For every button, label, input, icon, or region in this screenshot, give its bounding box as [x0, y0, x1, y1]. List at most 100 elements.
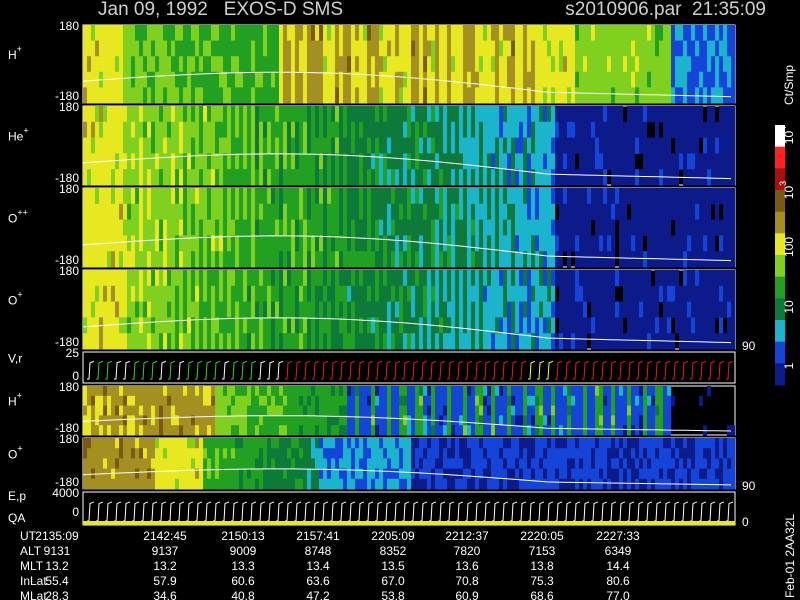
- spectrogram-cell: [331, 458, 335, 470]
- trace-mark: [555, 360, 563, 380]
- spectrogram-cell: [595, 106, 599, 123]
- spectrogram-cell: [539, 137, 543, 154]
- spectrogram-cell: [595, 219, 599, 236]
- spectrogram-cell: [627, 25, 631, 42]
- spectrogram-cell: [191, 153, 195, 170]
- spectrogram-cell: [271, 106, 275, 123]
- spectrogram-cell: [391, 285, 395, 303]
- spectrogram-cell: [635, 25, 639, 42]
- spectrogram-cell: [495, 468, 499, 480]
- spectrogram-cell: [207, 478, 211, 490]
- spectrogram-cell: [471, 169, 475, 186]
- spectrogram-cell: [707, 40, 711, 57]
- spectrogram-cell: [103, 405, 107, 416]
- spectrogram-cell: [671, 448, 675, 459]
- spectrogram-cell: [171, 25, 175, 42]
- spectrogram-cell: [207, 438, 211, 449]
- spectrogram-cell: [247, 56, 251, 73]
- spectrogram-cell: [559, 251, 563, 268]
- spectrogram-cell: [483, 333, 487, 350]
- spectrogram-cell: [683, 40, 687, 57]
- spectrogram-cell: [119, 106, 123, 123]
- spectrogram-cell: [163, 169, 167, 186]
- spectrogram-cell: [607, 106, 611, 123]
- spectrogram-cell: [147, 301, 151, 318]
- spectrogram-cell: [619, 415, 623, 426]
- spectrogram-cell: [291, 25, 295, 42]
- spectrogram-cell: [283, 478, 287, 490]
- spectrogram-cell: [699, 203, 703, 221]
- spectrogram-cell: [447, 415, 451, 426]
- spectrogram-cell: [243, 71, 247, 88]
- spectrogram-cell: [259, 153, 263, 170]
- spectrogram-cell: [95, 219, 99, 236]
- spectrogram-cell: [615, 71, 619, 88]
- spectrogram-cell: [387, 40, 391, 57]
- spectrogram-cell: [407, 251, 411, 268]
- spectrogram-cell: [363, 235, 367, 252]
- spectrogram-cell: [559, 438, 563, 449]
- spectrogram-cell: [183, 106, 187, 123]
- spectrogram-cell: [139, 56, 143, 73]
- spectrogram-cell: [607, 153, 611, 170]
- spectrogram-cell: [343, 301, 347, 318]
- spectrogram-cell: [479, 188, 483, 205]
- spectrogram-cell: [411, 478, 415, 490]
- spectrogram-cell: [95, 251, 99, 268]
- spectrogram-cell: [339, 71, 343, 88]
- spectrogram-cell: [319, 438, 323, 449]
- spectrogram-cell: [351, 40, 355, 57]
- qa-strip: [83, 521, 735, 525]
- spectrogram-cell: [719, 235, 723, 252]
- spectrogram-cell: [347, 415, 351, 426]
- spectrogram-cell: [87, 87, 91, 104]
- spectrogram-cell: [223, 458, 227, 470]
- spectrogram-cell: [335, 458, 339, 470]
- spectrogram-cell: [211, 106, 215, 123]
- spectrogram-cell: [371, 270, 375, 287]
- spectrogram-cell: [511, 71, 515, 88]
- spectrogram-cell: [215, 448, 219, 459]
- spectrogram-cell: [691, 235, 695, 252]
- spectrogram-cell: [523, 301, 527, 318]
- spectrogram-cell: [91, 405, 95, 416]
- spectrogram-cell: [87, 153, 91, 170]
- spectrogram-cell: [387, 251, 391, 268]
- spectrogram-cell: [131, 425, 135, 436]
- spectrogram-cell: [319, 219, 323, 236]
- spectrogram-cell: [523, 468, 527, 480]
- spectrogram-cell: [167, 285, 171, 303]
- spectrogram-cell: [415, 317, 419, 334]
- spectrogram-cell: [187, 458, 191, 470]
- spectrogram-cell: [731, 40, 735, 57]
- spectrogram-cell: [575, 405, 579, 416]
- spectrogram-cell: [591, 71, 595, 88]
- spectrogram-cell: [503, 56, 507, 73]
- spectrogram-cell: [551, 270, 555, 287]
- spectrogram-cell: [227, 270, 231, 287]
- trace-mark: [591, 360, 599, 380]
- spectrogram-cell: [447, 106, 451, 123]
- spectrogram-cell: [115, 188, 119, 205]
- spectrogram-cell: [311, 425, 315, 436]
- spectrogram-cell: [303, 153, 307, 170]
- spectrogram-cell: [375, 415, 379, 426]
- spectrogram-cell: [467, 188, 471, 205]
- spectrogram-cell: [195, 317, 199, 334]
- spectrogram-cell: [419, 333, 423, 350]
- spectrogram-cell: [127, 235, 131, 252]
- spectrogram-cell: [447, 425, 451, 436]
- spectrogram-cell: [715, 458, 719, 470]
- spectrogram-cell: [531, 106, 535, 123]
- spectrogram-cell: [119, 395, 123, 407]
- spectrogram-cell: [627, 448, 631, 459]
- spectrogram-cell: [419, 121, 423, 139]
- spectrogram-cell: [219, 106, 223, 123]
- spectrogram-cell: [439, 25, 443, 42]
- spectrogram-cell: [495, 270, 499, 287]
- spectrogram-cell: [711, 188, 715, 205]
- trace-mark: [123, 360, 131, 380]
- spectrogram-cell: [423, 56, 427, 73]
- spectrogram-cell: [679, 448, 683, 459]
- spectrogram-cell: [367, 415, 371, 426]
